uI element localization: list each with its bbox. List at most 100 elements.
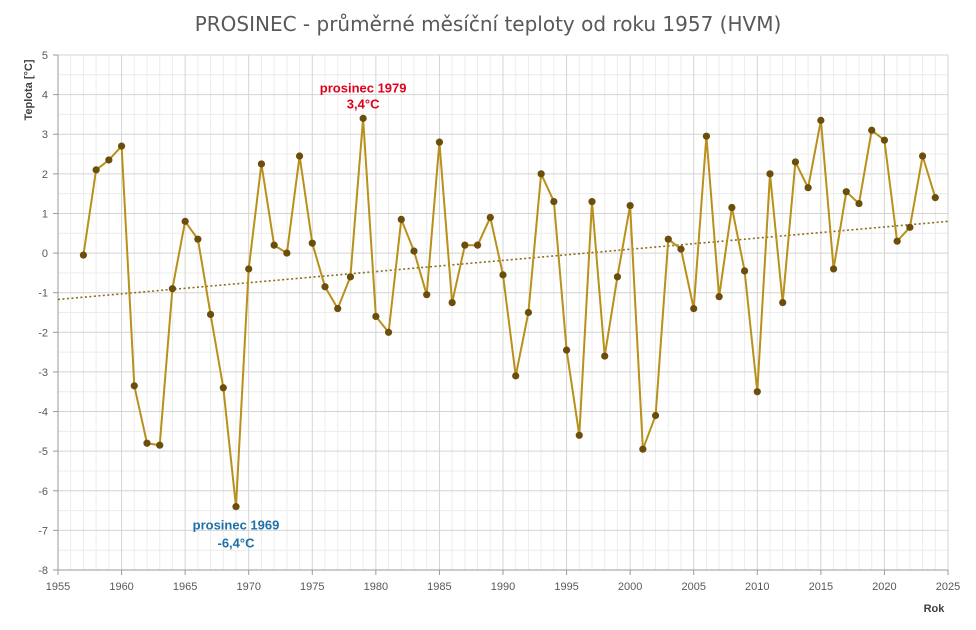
data-point	[804, 184, 812, 192]
x-tick-label: 1965	[173, 581, 197, 593]
series-line	[82, 117, 937, 508]
x-tick-label: 1995	[554, 581, 578, 593]
annotation-title: prosinec 1969	[193, 518, 280, 533]
x-tick-label: 1975	[300, 581, 324, 593]
data-point	[143, 439, 151, 447]
x-tick-label: 1985	[427, 581, 451, 593]
data-point	[92, 166, 100, 174]
data-point	[410, 247, 418, 255]
data-point	[499, 271, 507, 279]
data-point	[651, 411, 660, 420]
data-point	[524, 308, 533, 317]
data-point	[677, 245, 685, 253]
data-point	[257, 160, 266, 168]
x-tick-label: 2025	[936, 581, 960, 593]
data-points	[79, 114, 939, 511]
annotation-title: prosinec 1979	[320, 80, 407, 95]
y-tick-label: -3	[38, 367, 48, 379]
data-point	[512, 372, 520, 380]
x-tick-label: 1960	[109, 581, 133, 593]
data-point	[842, 188, 850, 196]
data-point	[245, 265, 253, 273]
data-point	[613, 273, 622, 281]
data-point	[740, 267, 749, 275]
data-point	[423, 291, 431, 299]
x-tick-label: 2005	[681, 581, 705, 593]
x-tick-label: 1990	[491, 581, 515, 593]
data-point	[791, 158, 800, 166]
x-tick-label: 2000	[618, 581, 642, 593]
y-tick-label: 3	[42, 129, 48, 141]
data-point	[270, 241, 278, 249]
x-tick-label: 2020	[872, 581, 896, 593]
data-point	[486, 213, 494, 222]
data-point	[664, 235, 672, 243]
data-point	[550, 197, 558, 206]
tick-labels: 1955 1960 1965 1970 1975 1980 1985 1990 1995 2000…	[38, 50, 960, 593]
data-point	[232, 503, 240, 511]
data-point	[829, 265, 838, 273]
data-point	[79, 251, 88, 259]
data-point	[868, 126, 876, 134]
x-axis-label: Rok	[924, 603, 946, 615]
annotation-value: 3,4°C	[347, 96, 380, 111]
data-point	[308, 239, 316, 247]
x-tick-label: 1955	[46, 581, 70, 593]
data-point	[168, 285, 177, 293]
y-tick-label: 1	[42, 208, 48, 220]
data-point	[918, 152, 927, 160]
data-point	[766, 170, 774, 178]
y-axis-label: Teplota [°C]	[23, 59, 35, 120]
y-tick-label: -1	[38, 288, 48, 300]
x-tick-label: 1980	[364, 581, 388, 593]
y-tick-label: 0	[42, 248, 48, 260]
annotation-value: -6,4°C	[218, 536, 256, 551]
chart-title: PROSINEC - průměrné měsíční teploty od r…	[194, 12, 782, 36]
data-point	[321, 283, 329, 291]
data-point	[334, 304, 342, 313]
data-point	[601, 352, 609, 360]
data-point	[372, 312, 380, 321]
data-point	[219, 384, 227, 392]
data-point	[906, 223, 914, 231]
data-point	[588, 197, 596, 206]
data-point	[779, 298, 787, 307]
data-point	[817, 116, 825, 124]
data-point	[181, 217, 189, 225]
data-point	[893, 237, 901, 245]
data-point	[156, 441, 164, 449]
data-point	[206, 310, 215, 319]
data-point	[283, 249, 291, 257]
x-tick-label: 2010	[745, 581, 769, 593]
y-tick-label: -4	[38, 407, 48, 419]
data-point	[855, 199, 863, 208]
data-point	[562, 346, 571, 354]
data-point	[690, 304, 698, 313]
data-point	[728, 203, 736, 212]
y-tick-label: -7	[38, 525, 48, 537]
data-point	[384, 328, 393, 336]
data-point	[575, 431, 583, 439]
y-tick-label: -6	[38, 486, 48, 498]
data-point	[346, 273, 355, 281]
data-point	[461, 241, 469, 249]
data-point	[753, 388, 761, 396]
y-tick-label: 4	[42, 90, 48, 102]
data-point	[639, 445, 647, 453]
y-tick-label: -2	[38, 327, 48, 339]
data-point	[880, 136, 889, 144]
axes	[53, 54, 949, 575]
data-point	[359, 114, 367, 122]
data-point	[473, 241, 482, 249]
data-point	[295, 152, 304, 160]
data-point	[105, 156, 113, 164]
y-tick-label: 2	[42, 169, 48, 181]
series-polyline	[82, 117, 937, 508]
data-point	[448, 298, 456, 307]
data-point	[537, 170, 545, 178]
y-tick-label: 5	[42, 50, 48, 62]
x-tick-label: 1970	[236, 581, 260, 593]
y-tick-label: -5	[38, 446, 48, 458]
